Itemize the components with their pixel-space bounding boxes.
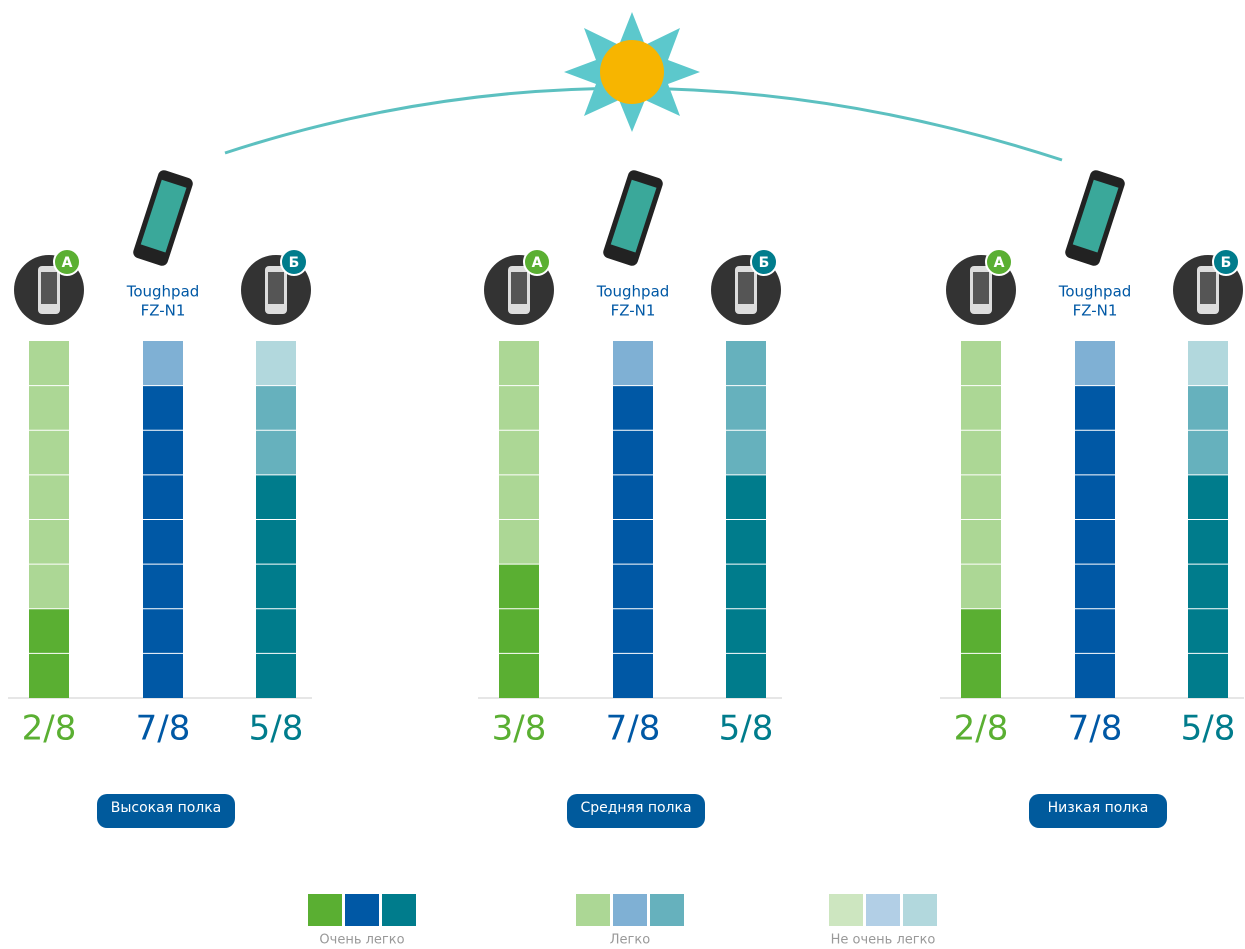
bar-segment: [143, 386, 183, 698]
sun: [564, 12, 700, 132]
bar-segment: [1188, 341, 1228, 386]
phone-screen: [41, 272, 57, 304]
legend-swatch: [829, 894, 863, 926]
score: 3/8: [492, 709, 547, 749]
bar-segment: [726, 475, 766, 698]
bar-segment: [1075, 341, 1115, 386]
badge-label: Б: [289, 255, 300, 271]
score: 2/8: [22, 709, 77, 749]
badge-label: Б: [759, 255, 770, 271]
legend-label: Очень легко: [319, 933, 404, 948]
badge-label: А: [994, 255, 1005, 271]
score: 2/8: [954, 709, 1009, 749]
device-label: Toughpad: [126, 283, 200, 301]
legend-swatch: [866, 894, 900, 926]
bar-segment: [1075, 386, 1115, 698]
infographic: А2/8ToughpadFZ-N17/8Б5/8Высокая полкаА3/…: [0, 0, 1245, 949]
score: 5/8: [249, 709, 304, 749]
phone-screen: [738, 272, 754, 304]
phone-screen: [268, 272, 284, 304]
legend-swatch: [613, 894, 647, 926]
score: 7/8: [1068, 709, 1123, 749]
device-label: FZ-N1: [611, 302, 656, 320]
badge-label: А: [62, 255, 73, 271]
legend-label: Не очень легко: [831, 933, 936, 948]
bar-segment: [143, 341, 183, 386]
bar-segment: [256, 341, 296, 386]
bar-segment: [256, 475, 296, 698]
legend-swatch: [308, 894, 342, 926]
badge-label: Б: [1221, 255, 1232, 271]
score: 5/8: [719, 709, 774, 749]
bar-segment: [726, 341, 766, 475]
legend-label: Легко: [610, 933, 650, 948]
badge-label: А: [532, 255, 543, 271]
legend-swatch: [576, 894, 610, 926]
shelf-label: Низкая полка: [1048, 800, 1149, 816]
legend-swatch: [382, 894, 416, 926]
score: 7/8: [136, 709, 191, 749]
phone-screen: [1200, 272, 1216, 304]
score: 5/8: [1181, 709, 1236, 749]
bar-segment: [499, 341, 539, 564]
bar-segment: [1188, 475, 1228, 698]
bar-segment: [613, 341, 653, 386]
legend-swatch: [903, 894, 937, 926]
device-label: Toughpad: [1058, 283, 1132, 301]
score: 7/8: [606, 709, 661, 749]
device-label: FZ-N1: [1073, 302, 1118, 320]
bar-segment: [499, 564, 539, 698]
phone-screen: [973, 272, 989, 304]
legend-swatch: [345, 894, 379, 926]
shelf-label: Средняя полка: [580, 800, 691, 816]
device-label: Toughpad: [596, 283, 670, 301]
bar-segment: [613, 386, 653, 698]
device-label: FZ-N1: [141, 302, 186, 320]
shelf-label: Высокая полка: [111, 800, 222, 816]
phone-screen: [511, 272, 527, 304]
legend-swatch: [650, 894, 684, 926]
